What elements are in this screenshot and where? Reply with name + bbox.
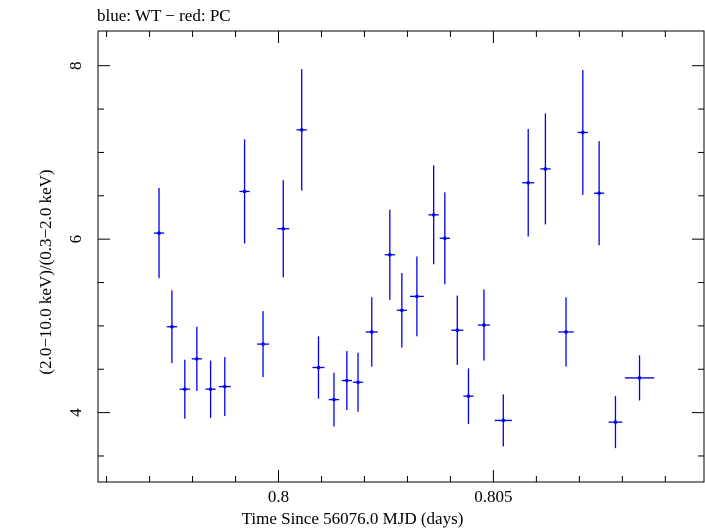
data-point <box>166 290 178 364</box>
data-point <box>522 129 535 237</box>
data-point <box>577 70 588 195</box>
y-tick-label: 8 <box>66 61 85 70</box>
data-point <box>218 357 231 417</box>
point-marker <box>415 294 419 299</box>
point-marker <box>597 191 601 195</box>
data-point <box>396 272 408 348</box>
y-axis-label: (2.0−10.0 keV)/(0.3−2.0 keV) <box>36 169 55 375</box>
point-marker <box>501 418 506 423</box>
data-point <box>257 311 270 378</box>
axis-ticks: 0.8 0.805 4 6 8 <box>66 31 704 506</box>
y-tick-label: 4 <box>66 408 85 417</box>
point-marker <box>195 357 199 361</box>
point-marker <box>431 213 436 217</box>
point-marker <box>564 330 568 334</box>
x-axis-label: Time Since 56076.0 MJD (days) <box>241 509 464 528</box>
data-point <box>477 289 490 361</box>
point-marker <box>345 378 349 383</box>
point-marker <box>332 397 336 402</box>
data-point <box>593 141 605 246</box>
point-marker <box>170 324 174 329</box>
y-tick-label: 6 <box>66 235 85 244</box>
data-point <box>439 192 450 285</box>
data-point <box>608 396 623 449</box>
chart-title: blue: WT − red: PC <box>97 6 231 25</box>
data-point <box>494 394 512 447</box>
data-point <box>410 256 424 337</box>
point-marker <box>613 420 618 424</box>
data-point <box>328 372 340 427</box>
data-point <box>312 336 325 399</box>
data-point <box>179 359 190 419</box>
data-point <box>205 360 216 418</box>
data-point <box>428 165 439 265</box>
point-marker <box>281 226 286 231</box>
point-marker <box>455 328 460 333</box>
point-marker <box>242 189 247 194</box>
point-marker <box>299 128 304 132</box>
data-point <box>277 180 290 278</box>
point-marker <box>157 231 161 235</box>
data-point <box>191 326 203 391</box>
point-marker <box>482 323 486 327</box>
x-tick-label: 0.805 <box>474 487 512 506</box>
data-point <box>352 352 364 412</box>
data-point <box>558 297 574 367</box>
point-marker <box>183 387 187 391</box>
data-point <box>296 69 307 191</box>
data-series <box>153 69 655 449</box>
data-point <box>153 187 165 279</box>
data-point <box>540 113 551 225</box>
point-marker <box>222 384 227 389</box>
data-point <box>384 209 395 300</box>
data-point <box>341 351 353 411</box>
point-marker <box>400 308 404 313</box>
point-marker <box>388 252 392 257</box>
point-marker <box>466 394 471 398</box>
point-marker <box>356 380 360 385</box>
data-point <box>451 295 464 365</box>
point-marker <box>261 342 265 346</box>
point-marker <box>369 330 374 334</box>
point-marker <box>443 236 447 241</box>
point-marker <box>208 387 213 391</box>
point-marker <box>316 365 321 370</box>
data-point <box>624 355 655 401</box>
point-marker <box>526 180 531 185</box>
point-marker <box>581 130 585 135</box>
data-point <box>239 139 250 244</box>
x-tick-label: 0.8 <box>268 487 289 506</box>
plot-frame <box>97 30 705 483</box>
data-point <box>463 368 474 424</box>
data-point <box>365 297 378 367</box>
point-marker <box>637 376 642 380</box>
point-marker <box>543 167 548 171</box>
